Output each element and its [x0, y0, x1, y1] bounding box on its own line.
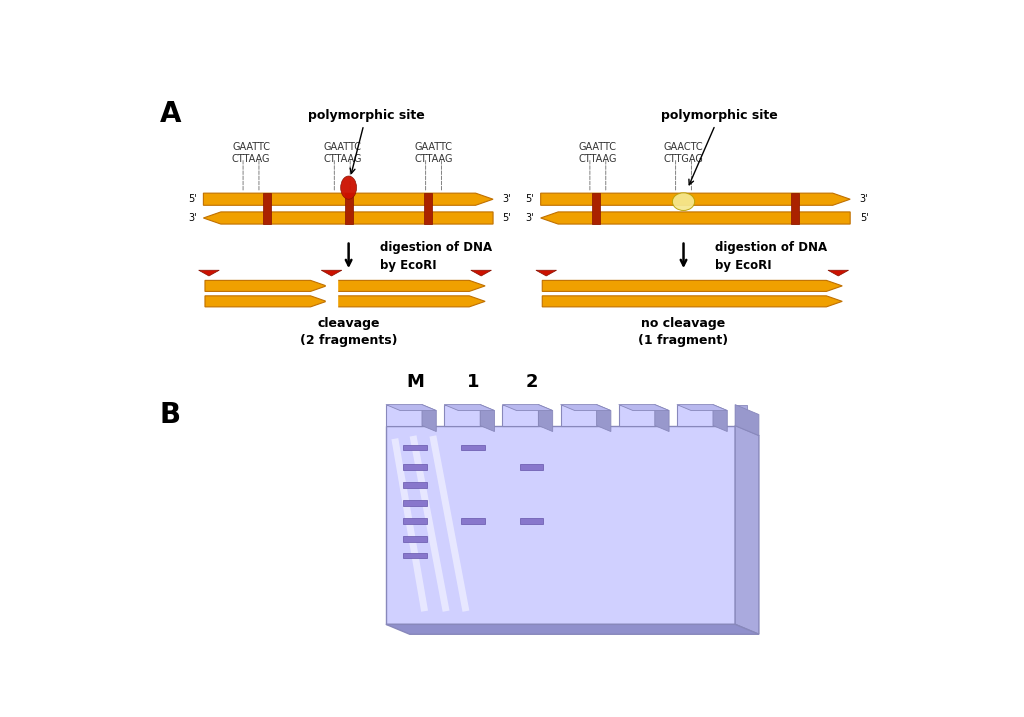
Polygon shape — [597, 404, 611, 432]
Bar — [618, 404, 654, 426]
Text: CTTAAG: CTTAAG — [231, 154, 270, 164]
Text: 3': 3' — [503, 194, 511, 204]
Text: CTTAAG: CTTAAG — [415, 154, 453, 164]
Text: digestion of DNA
by EcoRI: digestion of DNA by EcoRI — [715, 241, 827, 272]
Text: polymorphic site: polymorphic site — [307, 109, 425, 174]
Text: 3': 3' — [525, 213, 535, 223]
Bar — [386, 404, 422, 426]
Text: cleavage
(2 fragments): cleavage (2 fragments) — [300, 317, 397, 347]
Polygon shape — [204, 212, 494, 224]
Bar — [403, 500, 427, 505]
Bar — [403, 483, 427, 488]
Polygon shape — [735, 404, 759, 435]
Bar — [444, 404, 480, 426]
Text: no cleavage
(1 fragment): no cleavage (1 fragment) — [638, 317, 729, 347]
Text: 2: 2 — [525, 373, 538, 391]
Bar — [592, 193, 600, 224]
Text: 5': 5' — [860, 213, 868, 223]
Polygon shape — [541, 193, 850, 205]
Bar — [461, 445, 485, 450]
Polygon shape — [560, 404, 611, 411]
Text: CTTGAG: CTTGAG — [664, 154, 703, 164]
Bar — [560, 404, 597, 426]
Text: polymorphic site: polymorphic site — [660, 109, 777, 185]
Text: CTTAAG: CTTAAG — [579, 154, 617, 164]
Text: GAATTC: GAATTC — [415, 142, 453, 152]
Polygon shape — [713, 404, 727, 432]
Text: CTTAAG: CTTAAG — [323, 154, 361, 164]
Polygon shape — [204, 193, 494, 205]
Text: GAATTC: GAATTC — [232, 142, 270, 152]
Bar — [677, 404, 713, 426]
Polygon shape — [322, 270, 342, 276]
Bar — [735, 404, 748, 426]
Text: B: B — [160, 401, 181, 429]
Polygon shape — [677, 404, 727, 411]
Polygon shape — [205, 296, 327, 307]
Text: A: A — [160, 100, 181, 128]
Polygon shape — [618, 404, 669, 411]
Polygon shape — [828, 270, 849, 276]
Polygon shape — [735, 426, 759, 635]
Bar — [386, 426, 735, 625]
Polygon shape — [337, 280, 485, 291]
Polygon shape — [205, 280, 327, 291]
Text: GAACTC: GAACTC — [664, 142, 703, 152]
Bar — [519, 518, 544, 524]
Bar — [263, 193, 270, 224]
Ellipse shape — [673, 193, 694, 211]
Polygon shape — [422, 404, 436, 432]
Text: 5': 5' — [503, 213, 511, 223]
Text: 5': 5' — [188, 194, 197, 204]
Polygon shape — [337, 296, 485, 307]
Polygon shape — [503, 404, 553, 411]
Text: 3': 3' — [860, 194, 868, 204]
Polygon shape — [654, 404, 669, 432]
Polygon shape — [536, 270, 557, 276]
Text: 1: 1 — [467, 373, 479, 391]
Bar — [424, 193, 432, 224]
Bar — [403, 445, 427, 450]
Text: digestion of DNA
by EcoRI: digestion of DNA by EcoRI — [380, 241, 493, 272]
Bar — [403, 464, 427, 470]
Polygon shape — [386, 404, 436, 411]
Bar — [403, 518, 427, 524]
Bar — [503, 404, 539, 426]
Bar — [519, 464, 544, 470]
Bar — [461, 518, 485, 524]
Polygon shape — [444, 404, 495, 411]
Bar — [345, 193, 352, 224]
Polygon shape — [471, 270, 492, 276]
Text: 3': 3' — [188, 213, 197, 223]
Polygon shape — [386, 625, 759, 635]
Polygon shape — [199, 270, 219, 276]
Polygon shape — [541, 212, 850, 224]
Text: GAATTC: GAATTC — [324, 142, 361, 152]
Polygon shape — [543, 296, 842, 307]
Text: 5': 5' — [525, 194, 535, 204]
Text: M: M — [407, 373, 424, 391]
Polygon shape — [543, 280, 842, 291]
Polygon shape — [480, 404, 495, 432]
Text: GAATTC: GAATTC — [579, 142, 616, 152]
Bar — [403, 553, 427, 558]
Ellipse shape — [341, 176, 356, 199]
Polygon shape — [539, 404, 553, 432]
Bar — [791, 193, 799, 224]
Bar — [403, 536, 427, 541]
